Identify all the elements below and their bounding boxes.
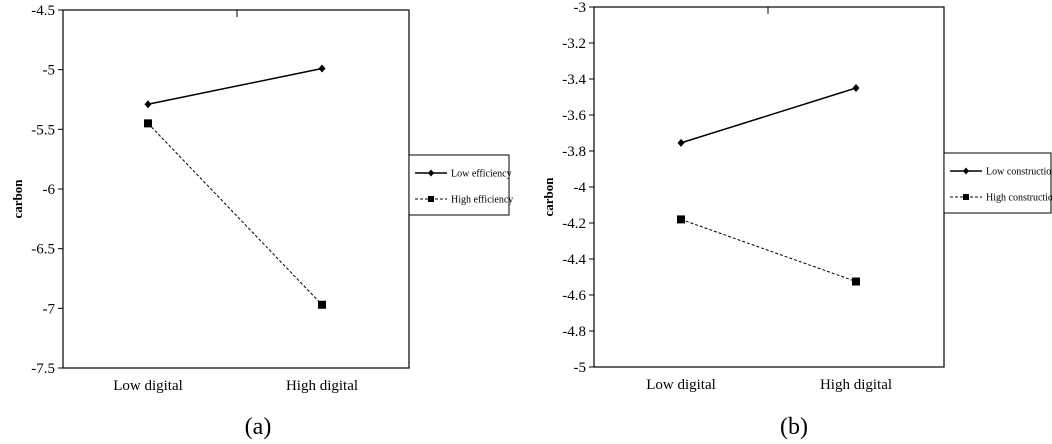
series-line [147,123,323,306]
y-tick-label: -3.4 [562,72,586,88]
legend-label: Low construction [986,167,1052,178]
x-tick-label: High digital [820,377,892,393]
y-tick-label: -4.4 [562,252,586,268]
x-tick-label: Low digital [113,378,183,394]
y-tick-label: -5.5 [31,122,55,138]
chart-panel-a: -4.5 -5 -5.5 -6 -6.5 -7 -7.5 Low digital High di… [10,3,513,440]
chart-panel-b: -3 -3.2 -3.4 -3.6 -3.8 -4 -4.2 -4.4 -4.6 -4.8 -5 Lo… [541,0,1052,440]
x-tick-label: High digital [286,378,358,394]
y-tick-label: -6.5 [31,242,55,258]
legend-marker-square [428,196,434,202]
data-point-square [677,215,685,224]
y-tick-label: -4.6 [562,288,586,304]
series-line [680,218,857,282]
y-tick-label: -5 [43,63,56,79]
panel-caption: (a) [245,414,272,440]
y-axis-label: carbon [541,177,556,217]
y-tick-label: -4.5 [31,3,55,19]
y-tick-label: -5 [574,360,587,376]
y-tick-label: -4 [574,180,587,196]
y-tick-label: -3 [574,0,587,16]
data-point-diamond [677,138,685,147]
y-tick-label: -7.5 [31,361,55,377]
legend-label: High construction [986,193,1052,204]
y-tick-label: -4.8 [562,324,586,340]
y-tick-label: -3.6 [562,108,586,124]
y-tick-label: -3.2 [562,36,586,52]
plot-area-frame [593,6,945,368]
data-point-diamond [852,84,860,92]
data-point-square [852,277,860,286]
series-line [147,67,323,106]
y-axis-label: carbon [10,179,25,219]
legend-label: High efficiency [451,195,513,206]
data-point-diamond [318,64,326,73]
y-tick-label: -3.8 [562,144,586,160]
y-tick-label: -4.2 [562,216,586,232]
data-point-diamond [144,100,152,109]
legend-box [408,154,510,216]
plot-area-frame [62,9,410,369]
series-line [680,87,857,144]
x-tick-label: Low digital [646,377,716,393]
legend-marker-diamond [428,169,434,177]
legend-label: Low efficiency [451,169,512,180]
legend-marker-diamond [963,167,969,175]
legend-marker-square [963,194,969,200]
y-tick-label: -6 [43,182,56,198]
legend-box [943,152,1052,214]
data-point-square [144,119,152,128]
panel-caption: (b) [780,414,808,440]
data-point-square [318,300,326,309]
y-tick-label: -7 [43,301,56,317]
